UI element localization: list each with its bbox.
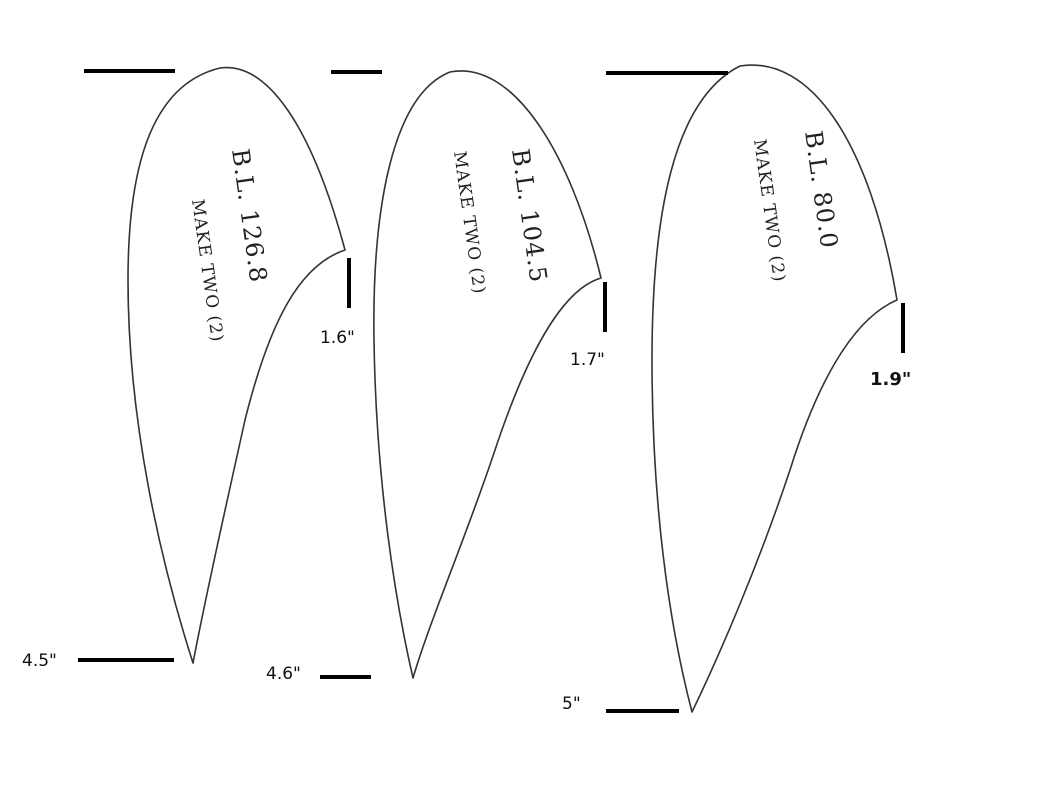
quantity-label-1: MAKE TWO (2) [187, 198, 227, 344]
chord-dimension-label-1: 4.5" [22, 651, 57, 671]
chord-dimension-label-3: 5" [562, 694, 581, 714]
rib-piece-3: 5" 1.9" B.L. 80.0 MAKE TWO (2) [562, 64, 911, 714]
rib-outline-3 [651, 64, 898, 713]
rib-piece-1: 4.5" 1.6" B.L. 126.8 MAKE TWO (2) [22, 66, 355, 671]
depth-dimension-label-3: 1.9" [870, 369, 911, 390]
rib-outline-2 [373, 70, 602, 679]
station-label-3: B.L. 80.0 [799, 129, 843, 251]
rib-piece-2: 4.6" 1.7" B.L. 104.5 MAKE TWO (2) [266, 70, 607, 684]
rib-outline-1 [127, 66, 346, 664]
quantity-label-3: MAKE TWO (2) [749, 138, 789, 284]
chord-dimension-label-2: 4.6" [266, 664, 301, 684]
station-label-1: B.L. 126.8 [226, 147, 273, 285]
depth-dimension-label-1: 1.6" [320, 328, 355, 348]
station-label-2: B.L. 104.5 [506, 147, 553, 285]
depth-dimension-label-2: 1.7" [570, 350, 605, 370]
quantity-label-2: MAKE TWO (2) [449, 150, 489, 296]
